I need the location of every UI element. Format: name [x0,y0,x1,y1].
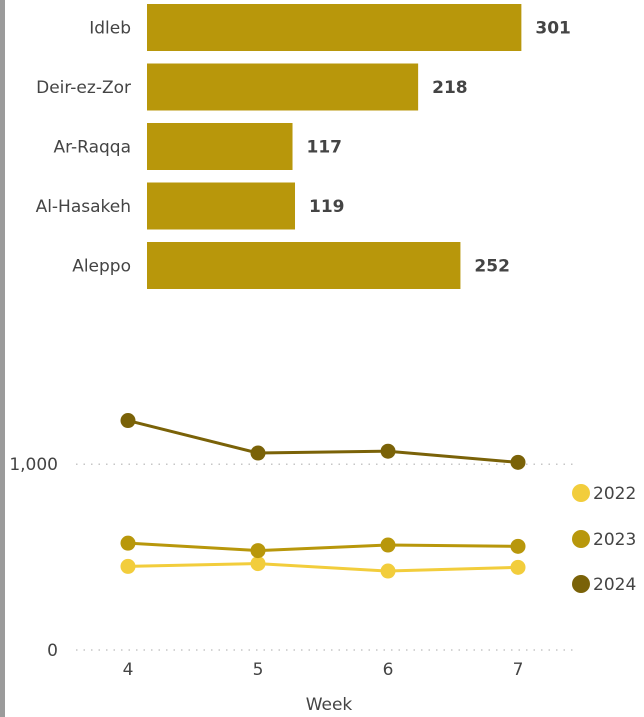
y-tick-label-0: 0 [47,641,58,661]
data-label-al-hasakeh: 119 [309,197,345,217]
legend-marker-2023 [572,530,590,548]
x-tick-label-4: 4 [123,660,134,680]
category-label-al-hasakeh: Al-Hasakeh [36,197,131,217]
legend-marker-2024 [572,575,590,593]
bar-idleb[interactable] [147,4,522,51]
series-line-2023 [127,541,519,553]
category-label-deir-ez-zor: Deir-ez-Zor [36,78,131,98]
legend-marker-2022 [572,484,590,502]
line-chart-weekly: 0 1,000 4 5 6 7 Week 2022 2023 2024 [9,413,636,715]
x-tick-label-7: 7 [513,660,524,680]
point-2024-week-7[interactable] [510,454,526,470]
point-2022-week-5[interactable] [250,556,266,572]
bar-deir-ez-zor[interactable] [147,63,419,111]
bar-aleppo[interactable] [147,242,461,289]
y-tick-label-1-000: 1,000 [9,455,58,475]
series-line-2022 [127,562,519,573]
x-axis-title: Week [306,695,353,715]
data-label-deir-ez-zor: 218 [432,78,468,98]
bar-al-hasakeh[interactable] [147,182,296,230]
legend-label-2023: 2023 [593,530,636,550]
data-label-aleppo: 252 [474,257,510,277]
point-2023-week-5[interactable] [250,543,266,559]
x-tick-label-5: 5 [253,660,264,680]
point-2023-week-7[interactable] [510,538,526,554]
point-2022-week-4[interactable] [120,558,136,574]
point-2023-week-6[interactable] [380,537,396,553]
data-label-idleb: 301 [535,19,571,39]
point-2023-week-4[interactable] [120,535,136,551]
category-label-aleppo: Aleppo [72,257,131,277]
point-2022-week-7[interactable] [510,559,526,575]
left-border-rule [0,0,5,717]
x-tick-label-6: 6 [383,660,394,680]
category-label-idleb: Idleb [89,19,131,39]
point-2024-week-5[interactable] [250,445,266,461]
bar-ar-raqqa[interactable] [147,123,293,170]
series-line-2024 [127,419,519,464]
bar-chart-provinces: Idleb 301 Deir-ez-Zor 218 Ar-Raqqa 117 Al-Hasa… [36,4,571,289]
legend-label-2022: 2022 [593,484,636,504]
legend-label-2024: 2024 [593,575,636,595]
data-label-ar-raqqa: 117 [307,138,343,158]
category-label-ar-raqqa: Ar-Raqqa [53,138,131,158]
point-2022-week-6[interactable] [380,563,396,579]
point-2024-week-6[interactable] [380,443,396,459]
point-2024-week-4[interactable] [120,413,136,429]
